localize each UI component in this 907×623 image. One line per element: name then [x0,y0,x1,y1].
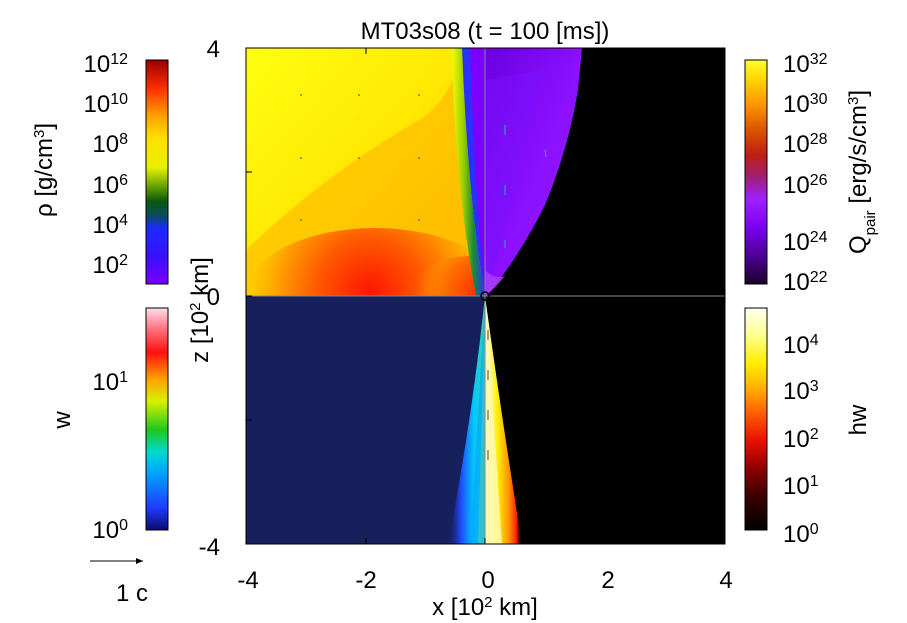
x-tick-label: 0 [481,567,494,594]
colorbar-qpair-tick: 1024 [783,229,828,257]
velocity-arrows [300,94,489,460]
colorbar-qpair-tick: 1026 [783,172,828,200]
y-tick-label: 0 [207,284,220,311]
velocity-arrows-cyan [504,125,547,248]
colorbar-hw-tick: 102 [783,426,819,454]
x-tick-label: 2 [601,567,614,594]
colorbar-w: 101 100 w [49,307,169,545]
colorbar-qpair-tick: 1030 [783,91,828,119]
colorbar-qpair-label: Qpair [erg/s/cm3] [845,90,879,254]
colorbar-rho-label: ρ [g/cm3] [31,123,59,217]
velocity-scale: 1 c [90,558,148,607]
axis-ticks [245,47,726,545]
colorbar-qpair-tick: 1032 [783,51,828,79]
colorbar-hw-tick: 104 [783,332,819,360]
x-tick-label: 4 [719,567,732,594]
colorbar-hw-label: hw [845,404,872,435]
colorbar-rho-tick: 104 [92,212,128,240]
x-tick-label: -2 [355,567,376,594]
colorbar-rho-ticks: 1012 1010 108 106 104 102 [84,51,129,280]
x-tick-label: -4 [237,567,258,594]
y-tick-labels: 4 0 -4 [199,36,220,561]
colorbar-hw-tick: 101 [783,473,819,501]
colorbar-hw-tick: 103 [783,378,819,406]
colorbar-hw-tick: 100 [783,521,819,549]
chart-title: MT03s08 (t = 100 [ms]) [361,18,610,45]
colorbar-qpair-tick: 1028 [783,131,828,159]
y-tick-label: 4 [207,36,220,63]
quadrant-qpair [485,48,725,296]
black-hole-marker [480,291,490,301]
x-axis-label: x [102 km] [432,594,538,622]
colorbar-rho-tick: 106 [92,172,128,200]
quadrant-w [246,296,485,544]
colorbar-rho: 1012 1010 108 106 104 102 ρ [g/cm3] [31,51,169,285]
plot-area [245,47,726,545]
colorbar-rho-tick: 102 [92,252,128,280]
velocity-scale-label: 1 c [116,580,148,607]
colorbar-w-tick: 100 [92,517,128,545]
colorbar-rho-tick: 1012 [84,51,129,79]
colorbar-w-tick: 101 [92,369,128,397]
colorbar-rho-tick: 108 [92,131,128,159]
quadrant-hw [485,296,725,544]
colorbar-w-label: w [49,411,76,430]
colorbar-rho-tick: 1010 [84,91,129,119]
colorbar-qpair: 1032 1030 1028 1026 1024 1022 Qpair [erg… [744,51,879,297]
y-tick-label: -4 [199,534,220,561]
colorbar-hw: 104 103 102 101 100 hw [744,307,872,549]
quadrant-rho [246,48,485,296]
x-tick-labels: -4 -2 0 2 4 [237,567,732,594]
colorbar-qpair-tick: 1022 [783,269,828,297]
